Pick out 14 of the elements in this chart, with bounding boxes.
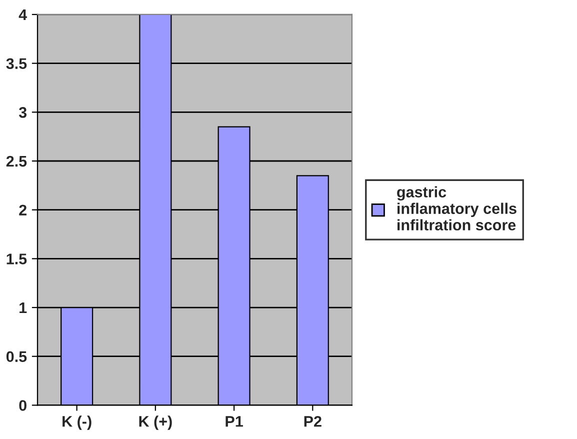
y-tick-label: 2.5: [6, 156, 27, 167]
legend-label: gastric inflamatory cells infiltration score: [397, 186, 516, 230]
y-tick-label: 3.5: [6, 58, 27, 70]
y-tick-label: 4: [18, 10, 28, 20]
y-tick-label: 3: [18, 107, 27, 118]
y-tick-label: 0.5: [6, 351, 27, 362]
y-tick-label: 1.5: [6, 254, 27, 264]
x-tick-label: P1: [226, 416, 243, 427]
x-tick-label: K (-): [62, 416, 92, 430]
y-tick-label: 0: [19, 400, 26, 411]
y-tick-label: 2: [19, 204, 26, 216]
y-tick-label: 1: [20, 302, 27, 314]
x-tick-label: P2: [304, 416, 322, 427]
x-tick-label: K (+): [139, 416, 172, 430]
